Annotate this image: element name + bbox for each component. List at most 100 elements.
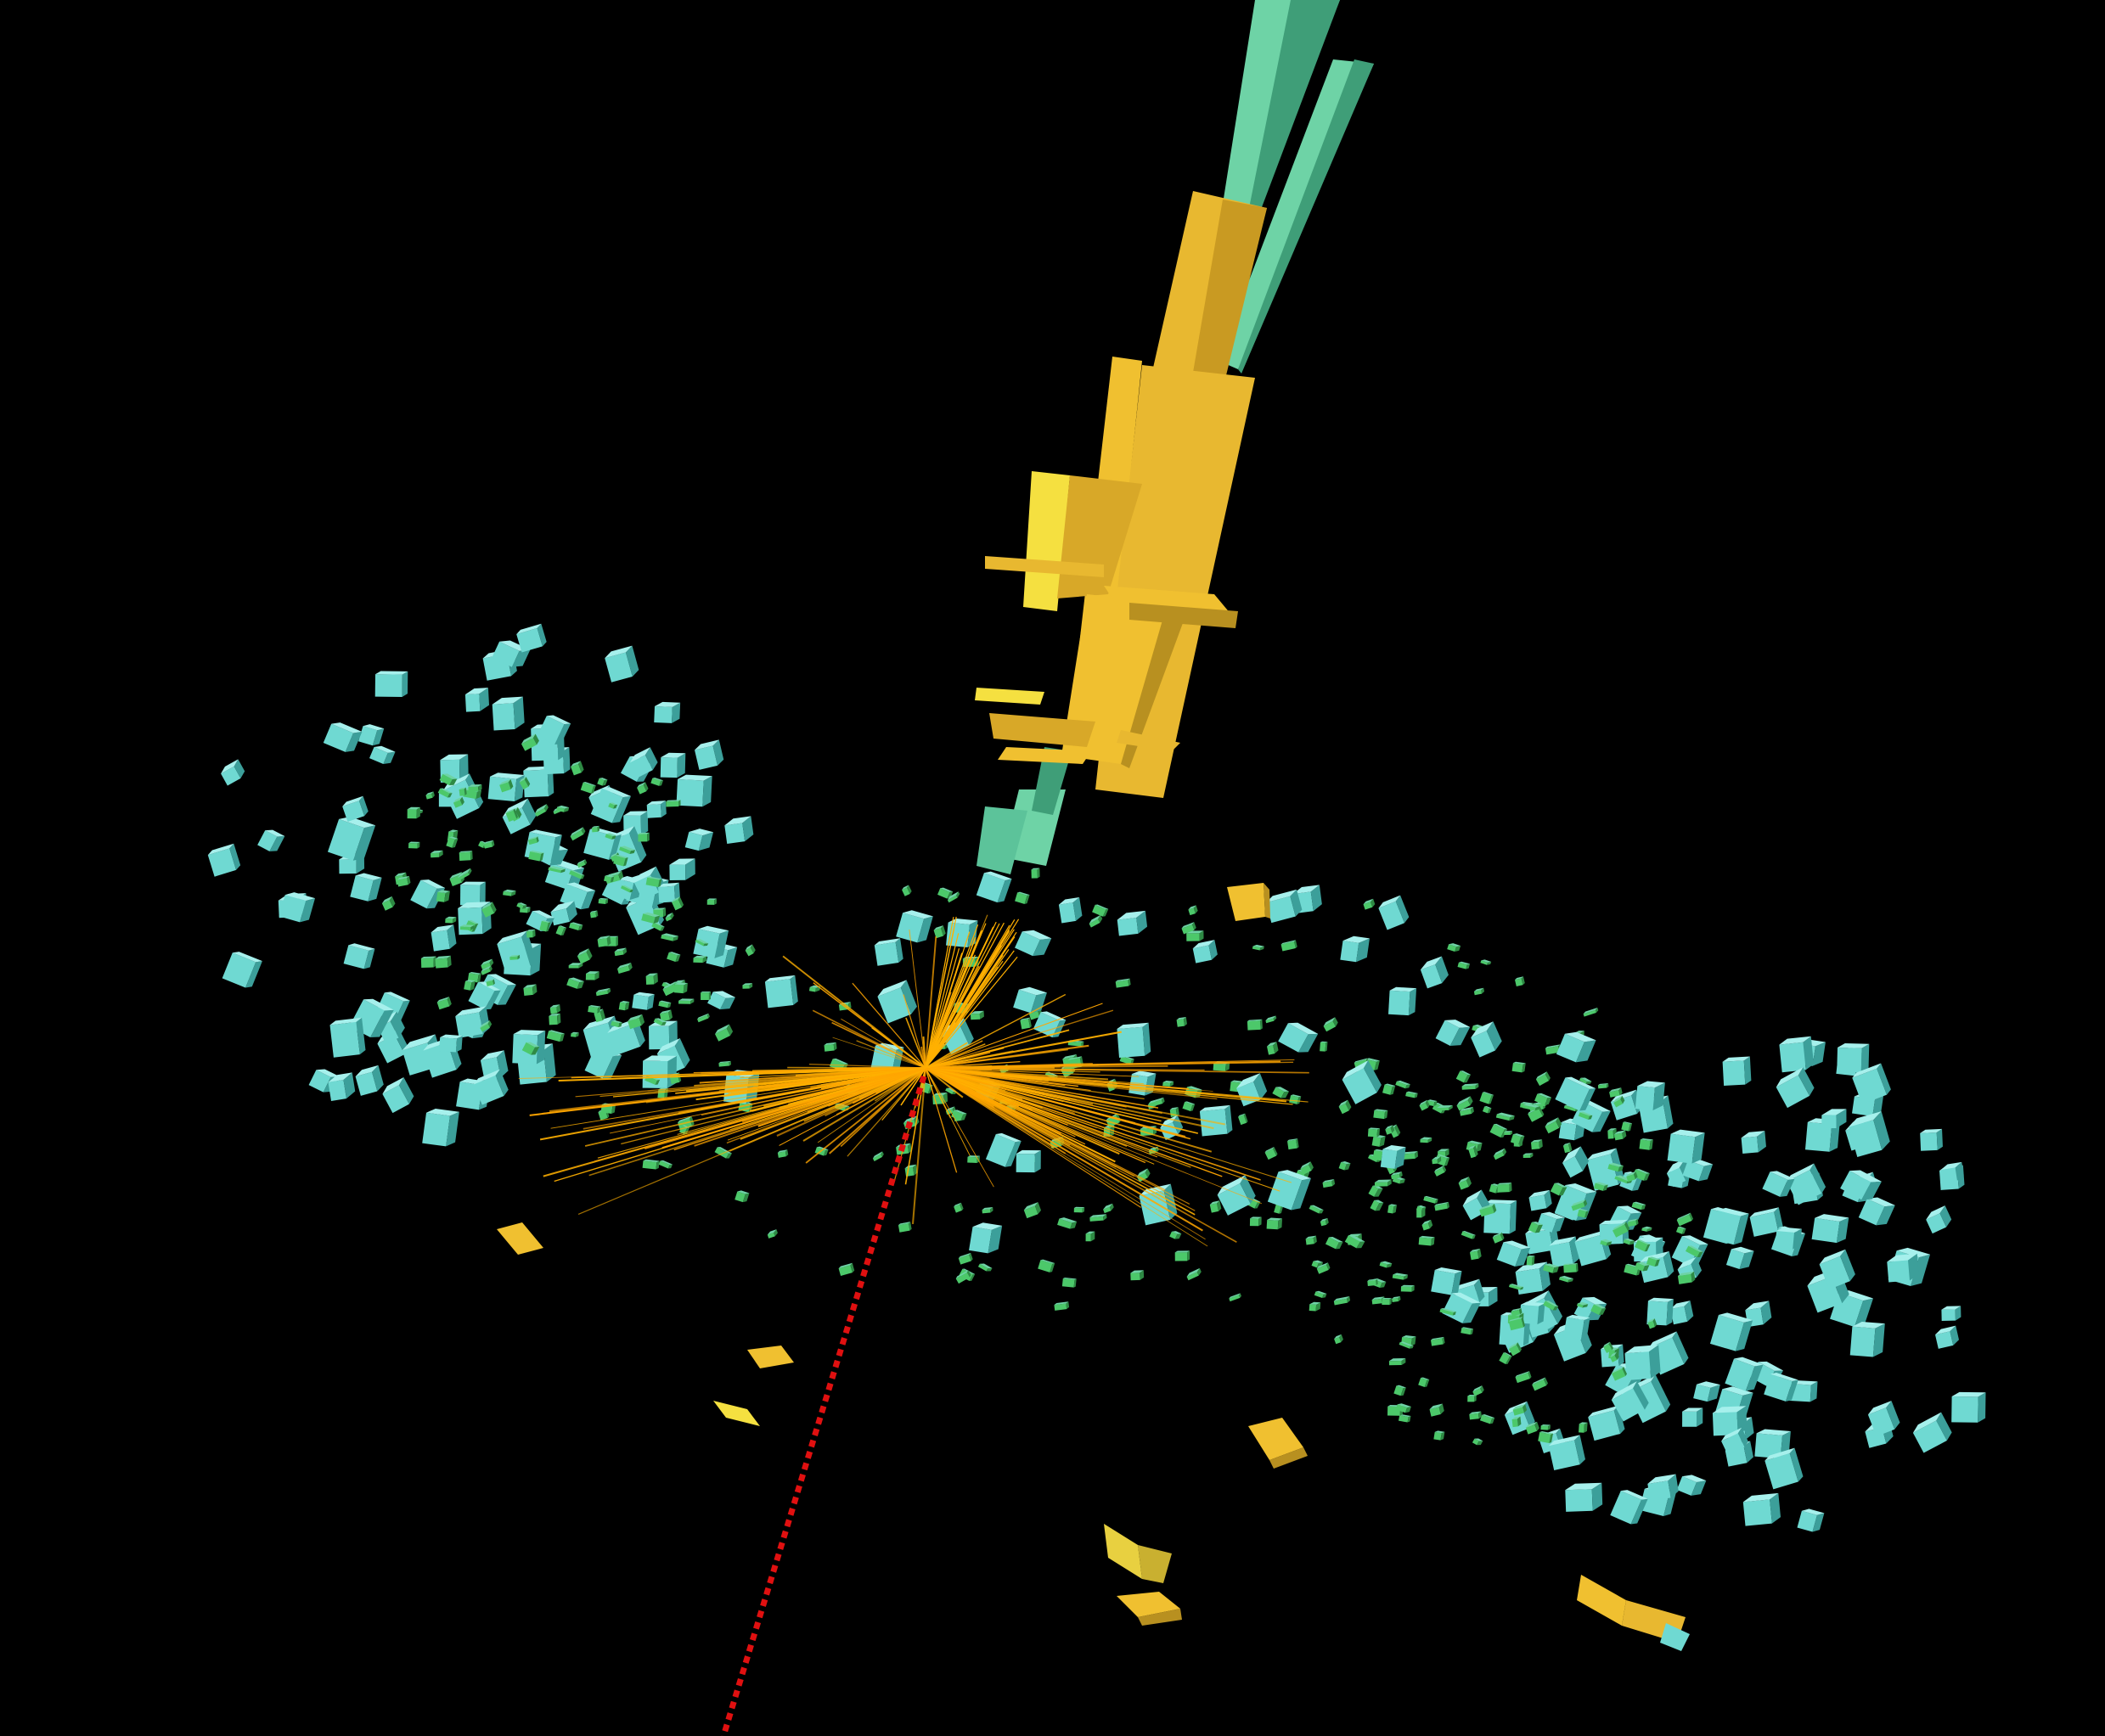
calorimeter-cell	[676, 774, 712, 807]
calorimeter-cell	[1378, 895, 1410, 930]
calorimeter-cell	[1522, 1103, 1540, 1111]
calorimeter-cell	[505, 808, 519, 823]
calorimeter-cell	[207, 843, 241, 877]
calorimeter-cell	[509, 954, 521, 960]
calorimeter-cell	[1819, 1249, 1855, 1289]
calorimeter-cell	[519, 776, 531, 790]
calorimeter-cell	[497, 930, 537, 974]
em-tower	[1121, 603, 1189, 768]
calorimeter-cell	[1579, 1422, 1588, 1433]
track	[588, 1067, 926, 1177]
calorimeter-cell	[1722, 1056, 1752, 1086]
track	[925, 1067, 1075, 1114]
calorimeter-cell	[1725, 1246, 1754, 1270]
calorimeter-cell	[1186, 1267, 1202, 1281]
track	[847, 1067, 926, 1157]
calorimeter-cell	[1811, 1214, 1849, 1244]
calorimeter-cell	[1176, 1016, 1187, 1027]
calorimeter-cell	[902, 885, 912, 896]
track	[925, 1029, 1070, 1069]
calorimeter-cell	[604, 874, 615, 883]
calorimeter-cell	[1320, 1041, 1328, 1052]
calorimeter-cell	[431, 924, 457, 952]
calorimeter-cell	[516, 902, 527, 909]
calorimeter-cell	[1565, 1482, 1603, 1512]
calorimeter-cell	[571, 1031, 579, 1037]
calorimeter-cell	[1433, 1430, 1445, 1441]
calorimeter-cell	[1583, 1007, 1599, 1017]
calorimeter-cell	[1482, 1105, 1492, 1114]
calorimeter-cell	[1089, 914, 1103, 928]
calorimeter-cell	[492, 640, 531, 667]
track	[794, 1066, 926, 1100]
em-tower	[989, 713, 1095, 747]
track	[558, 1066, 926, 1082]
track	[699, 1067, 926, 1084]
calorimeter-cell	[1677, 1271, 1696, 1284]
calorimeter-cell	[534, 804, 549, 817]
calorimeter-cell	[521, 733, 539, 751]
calorimeter-jet	[975, 0, 1374, 874]
calorimeter-cell	[1515, 976, 1525, 987]
calorimeter-cell	[1456, 1096, 1473, 1111]
calorimeter-cell	[877, 980, 917, 1024]
calorimeter-cell	[1371, 1134, 1386, 1147]
calorimeter-cell	[1136, 1168, 1151, 1183]
calorimeter-cell	[329, 1017, 366, 1058]
calorimeter-cell	[1493, 1148, 1507, 1160]
calorimeter-cell	[1725, 1357, 1764, 1391]
calorimeter-cell	[342, 795, 369, 823]
calorimeter-cell	[695, 739, 724, 770]
calorimeter-cell	[641, 912, 660, 924]
calorimeter-cell	[1382, 1083, 1396, 1095]
track	[852, 982, 926, 1069]
calorimeter-cell	[1775, 1227, 1802, 1250]
calorimeter-cell	[1391, 1171, 1403, 1180]
track	[925, 921, 997, 1069]
calorimeter-cell	[742, 983, 753, 989]
calorimeter-cell	[1558, 1275, 1573, 1283]
calorimeter-cell	[1536, 1211, 1565, 1233]
em-tower	[1129, 603, 1238, 628]
calorimeter-cell	[1479, 1203, 1497, 1217]
calorimeter-cell	[1229, 1293, 1241, 1302]
calorimeter-cell	[1265, 1015, 1277, 1024]
calorimeter-cell	[407, 806, 420, 819]
calorimeter-cell	[1472, 1438, 1483, 1446]
calorimeter-cell	[1395, 1403, 1411, 1413]
calorimeter-cell	[1522, 1153, 1534, 1159]
calorimeter-cell	[483, 840, 495, 849]
calorimeter-cell	[645, 973, 658, 985]
calorimeter-cell	[1508, 1284, 1524, 1290]
charged-particle-tracks	[518, 914, 1309, 1247]
calorimeter-cell	[954, 1202, 964, 1213]
track	[925, 1067, 952, 1119]
calorimeter-cell	[323, 722, 363, 752]
calorimeter-cell	[951, 1110, 967, 1121]
calorimeter-cell	[549, 1013, 561, 1025]
calorimeter-cell	[1421, 1219, 1433, 1231]
calorimeter-cell	[1603, 1341, 1614, 1354]
track	[583, 1067, 926, 1130]
calorimeter-cell	[464, 688, 490, 712]
em-tower	[1117, 730, 1180, 751]
calorimeter-cell	[1209, 1200, 1222, 1213]
calorimeter-cell	[605, 833, 616, 840]
calorimeter-cell	[1635, 1081, 1665, 1110]
calorimeter-cell	[408, 841, 420, 849]
calorimeter-cell	[1344, 1234, 1365, 1249]
calorimeter-cell	[1837, 1043, 1870, 1073]
calorimeter-cell	[1342, 1060, 1382, 1104]
calorimeter-cell	[1912, 1412, 1952, 1453]
calorimeter-cell	[955, 1270, 971, 1284]
calorimeter-cell	[1338, 1099, 1352, 1115]
em-deposit	[1104, 1524, 1142, 1579]
calorimeter-cell	[1398, 1414, 1411, 1423]
calorimeter-cell	[976, 871, 1012, 903]
calorimeter-cell	[1418, 1377, 1430, 1388]
track	[925, 931, 971, 1069]
calorimeter-cell	[629, 747, 658, 778]
calorimeter-cell	[1467, 1394, 1477, 1402]
calorimeter-cell	[1787, 1163, 1826, 1205]
calorimeter-cell	[653, 1018, 667, 1026]
